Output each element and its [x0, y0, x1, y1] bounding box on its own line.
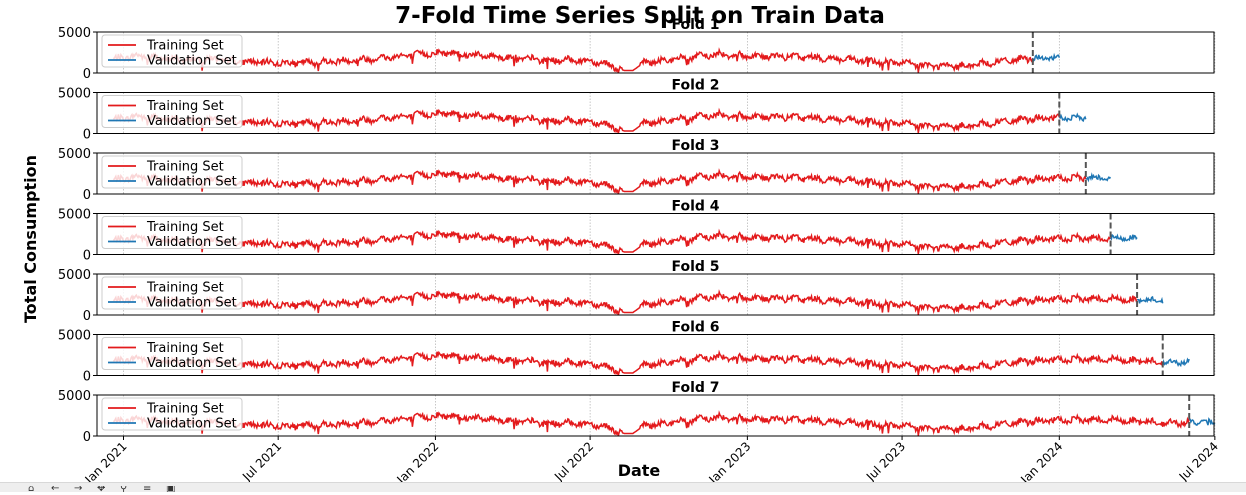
validation-series-line: [1085, 172, 1112, 183]
training-series-line: [113, 289, 1138, 316]
legend-label-validation: Validation Set: [147, 54, 237, 69]
axes-frame: [96, 273, 1215, 316]
y-tick-label: 5000: [58, 268, 91, 283]
y-tick-label: 0: [83, 249, 91, 264]
y-tick-label: 0: [83, 309, 91, 324]
legend-label-training: Training Set: [146, 402, 224, 417]
configure-icon[interactable]: ≡: [143, 486, 152, 492]
legend-label-validation: Validation Set: [147, 114, 237, 129]
legend-label-validation: Validation Set: [147, 235, 237, 250]
x-tick-label: Jul 2021: [239, 439, 284, 484]
legend-label-validation: Validation Set: [147, 356, 237, 371]
legend-box: [101, 155, 243, 189]
legend-label-validation: Validation Set: [147, 296, 237, 311]
legend-label-training: Training Set: [146, 341, 224, 356]
training-series-line: [113, 107, 1061, 134]
x-tick-label: Jan 2022: [394, 439, 442, 487]
zoom-icon[interactable]: ⚲: [120, 486, 128, 492]
legend-label-training: Training Set: [146, 39, 224, 54]
fold-title: Fold 6: [671, 320, 719, 336]
y-tick-label: 5000: [58, 87, 91, 102]
x-axis-label: Date: [618, 461, 661, 480]
validation-series-line: [1161, 357, 1190, 368]
y-tick-label: 5000: [58, 26, 91, 41]
y-tick-label: 0: [83, 67, 91, 82]
axes-frame: [96, 213, 1215, 255]
validation-series-line: [1032, 52, 1061, 63]
figure-title: 7-Fold Time Series Split on Train Data: [395, 3, 885, 29]
legend-label-validation: Validation Set: [147, 175, 237, 190]
x-tick-label: Jul 2024: [1176, 439, 1221, 484]
legend-label-validation: Validation Set: [147, 417, 237, 432]
legend-box: [101, 397, 243, 431]
legend-box: [101, 337, 243, 370]
y-tick-label: 0: [83, 188, 91, 203]
training-series-line: [113, 168, 1087, 195]
legend-label-training: Training Set: [146, 99, 224, 114]
fold-title: Fold 4: [671, 199, 719, 215]
x-tick-label: Jan 2024: [1017, 439, 1065, 487]
y-tick-label: 5000: [58, 147, 91, 162]
validation-series-line: [1137, 295, 1164, 304]
fold-title: Fold 5: [671, 259, 719, 275]
legend-box: [101, 216, 243, 249]
legend-label-training: Training Set: [146, 281, 224, 296]
axes-frame: [96, 394, 1215, 437]
legend-label-training: Training Set: [146, 160, 224, 175]
validation-series-line: [1109, 233, 1138, 243]
y-tick-label: 0: [83, 370, 91, 385]
training-series-line: [113, 349, 1164, 376]
legend-box: [101, 276, 243, 310]
x-tick-label: Jan 2021: [82, 439, 130, 487]
training-series-line: [113, 47, 1034, 74]
fold-title: Fold 3: [671, 138, 719, 154]
legend-box: [101, 34, 243, 68]
y-tick-label: 5000: [58, 208, 91, 223]
back-icon[interactable]: ←: [51, 486, 60, 492]
axes-frame: [96, 334, 1215, 376]
fold-title: Fold 2: [671, 78, 719, 94]
x-tick-label: Jan 2023: [706, 439, 754, 487]
fold-title: Fold 7: [671, 380, 719, 396]
training-series-line: [113, 410, 1190, 437]
home-icon[interactable]: ⌂: [28, 486, 35, 492]
y-axis-label: Total Consumption: [21, 155, 40, 323]
y-tick-label: 0: [83, 128, 91, 143]
axes-frame: [96, 92, 1215, 134]
legend-label-training: Training Set: [146, 220, 224, 235]
training-series-line: [113, 228, 1112, 255]
validation-series-line: [1188, 417, 1216, 426]
x-tick-label: Jul 2023: [863, 439, 908, 484]
pan-icon[interactable]: ✥: [97, 486, 106, 492]
fold-title: Fold 1: [671, 17, 719, 33]
y-tick-label: 5000: [58, 329, 91, 344]
matplotlib-toolbar: ⌂ ← → ✥ ⚲ ≡ ▣: [0, 482, 1246, 492]
forward-icon[interactable]: →: [74, 486, 83, 492]
y-tick-label: 0: [83, 430, 91, 445]
validation-series-line: [1058, 112, 1087, 123]
y-tick-label: 5000: [58, 389, 91, 404]
save-icon[interactable]: ▣: [166, 486, 176, 492]
axes-frame: [96, 31, 1215, 74]
axes-frame: [96, 152, 1215, 195]
x-tick-label: Jul 2022: [551, 439, 596, 484]
legend-box: [101, 95, 243, 128]
